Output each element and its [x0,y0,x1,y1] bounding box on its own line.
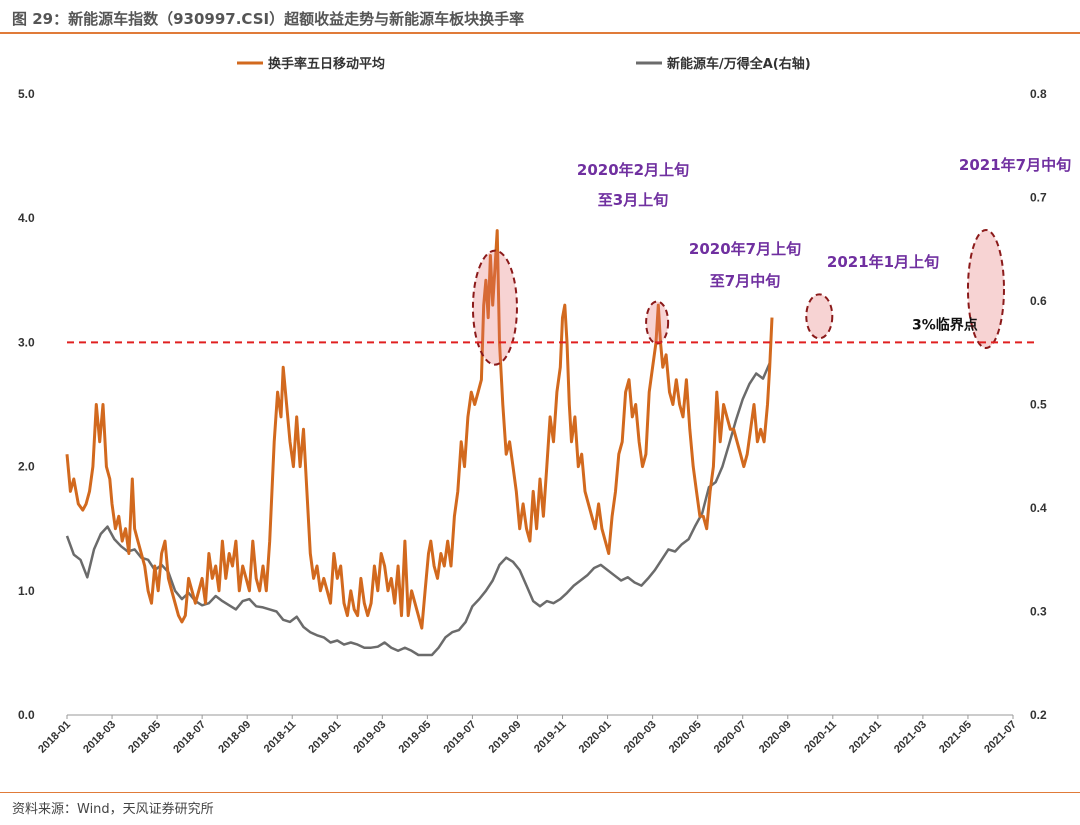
y-right-tick: 0.5 [1030,398,1047,412]
annotation-label: 2021年7月中旬 [959,156,1071,174]
x-tick-label: 2019-09 [487,719,524,756]
figure-title: 图 29：新能源车指数（930997.CSI）超额收益走势与新能源车板块换手率 [12,10,525,28]
x-tick-label: 2021-01 [847,719,884,756]
y-right-tick: 0.7 [1030,191,1047,205]
highlight-ellipse [645,300,670,345]
x-tick-label: 2019-11 [532,719,569,756]
x-tick-label: 2018-11 [262,719,299,756]
annotation-label: 2021年1月上旬 [827,253,939,271]
top-rule [0,32,1080,34]
x-tick-label: 2018-01 [36,719,73,756]
highlight-ellipses [471,228,1005,366]
source-note: 资料来源：Wind，天风证券研究所 [12,802,214,817]
y-right-tick: 0.4 [1030,501,1047,515]
x-tick-label: 2020-05 [667,719,704,756]
y-left-tick: 5.0 [18,87,35,101]
legend-label-turnover: 换手率五日移动平均 [268,56,385,72]
annotation-label: 2020年2月上旬 [577,161,689,179]
series-turnover-line [65,229,774,630]
x-tick-label: 2018-07 [171,719,208,756]
highlight-ellipse [471,249,518,366]
x-tick-label: 2019-05 [396,719,433,756]
y-right-tick: 0.3 [1030,605,1047,619]
x-tick-label: 2020-09 [757,719,794,756]
y-right-tick: 0.2 [1030,708,1047,722]
x-tick-label: 2020-07 [712,719,749,756]
legend-label-excess: 新能源车/万得全A(右轴) [667,56,811,72]
bottom-rule [0,792,1080,793]
x-tick-label: 2021-07 [982,719,1019,756]
annotation-label: 至7月中旬 [710,272,780,290]
axes: 0.0 1.0 2.0 3.0 4.0 5.0 0.2 0.3 0.4 0.5 0.6 0.7 0.8 2… [18,87,1047,756]
x-tick-label: 2020-01 [577,719,614,756]
highlight-ellipse [966,228,1005,349]
series-excess-return-line [65,362,771,657]
y-left-tick: 1.0 [18,584,35,598]
annotation-label: 至3月上旬 [598,191,668,209]
x-tick-label: 2021-05 [937,719,974,756]
series-lines [65,229,774,657]
x-tick-label: 2020-03 [622,719,659,756]
x-tick-label: 2021-03 [892,719,929,756]
y-right-tick: 0.6 [1030,294,1047,308]
x-tick-label: 2018-03 [81,719,118,756]
y-left-tick: 2.0 [18,460,35,474]
x-tick-label: 2018-09 [216,719,253,756]
y-left-tick: 4.0 [18,211,35,225]
y-right-tick: 0.8 [1030,87,1047,101]
y-left-tick: 3.0 [18,335,35,349]
legend: 换手率五日移动平均 新能源车/万得全A(右轴) [237,56,811,72]
chart-area: 换手率五日移动平均 新能源车/万得全A(右轴) 0.0 1.0 2.0 3.0 4.0 5… [18,56,1071,756]
y-left-tick: 0.0 [18,708,35,722]
threshold-label: 3%临界点 [912,316,978,333]
x-tick-label: 2020-11 [802,719,839,756]
highlight-ellipse [805,293,834,340]
x-tick-label: 2019-01 [306,719,343,756]
x-tick-label: 2018-05 [126,719,163,756]
x-tick-label: 2019-03 [351,719,388,756]
x-tick-label: 2019-07 [442,719,479,756]
annotation-label: 2020年7月上旬 [689,240,801,258]
